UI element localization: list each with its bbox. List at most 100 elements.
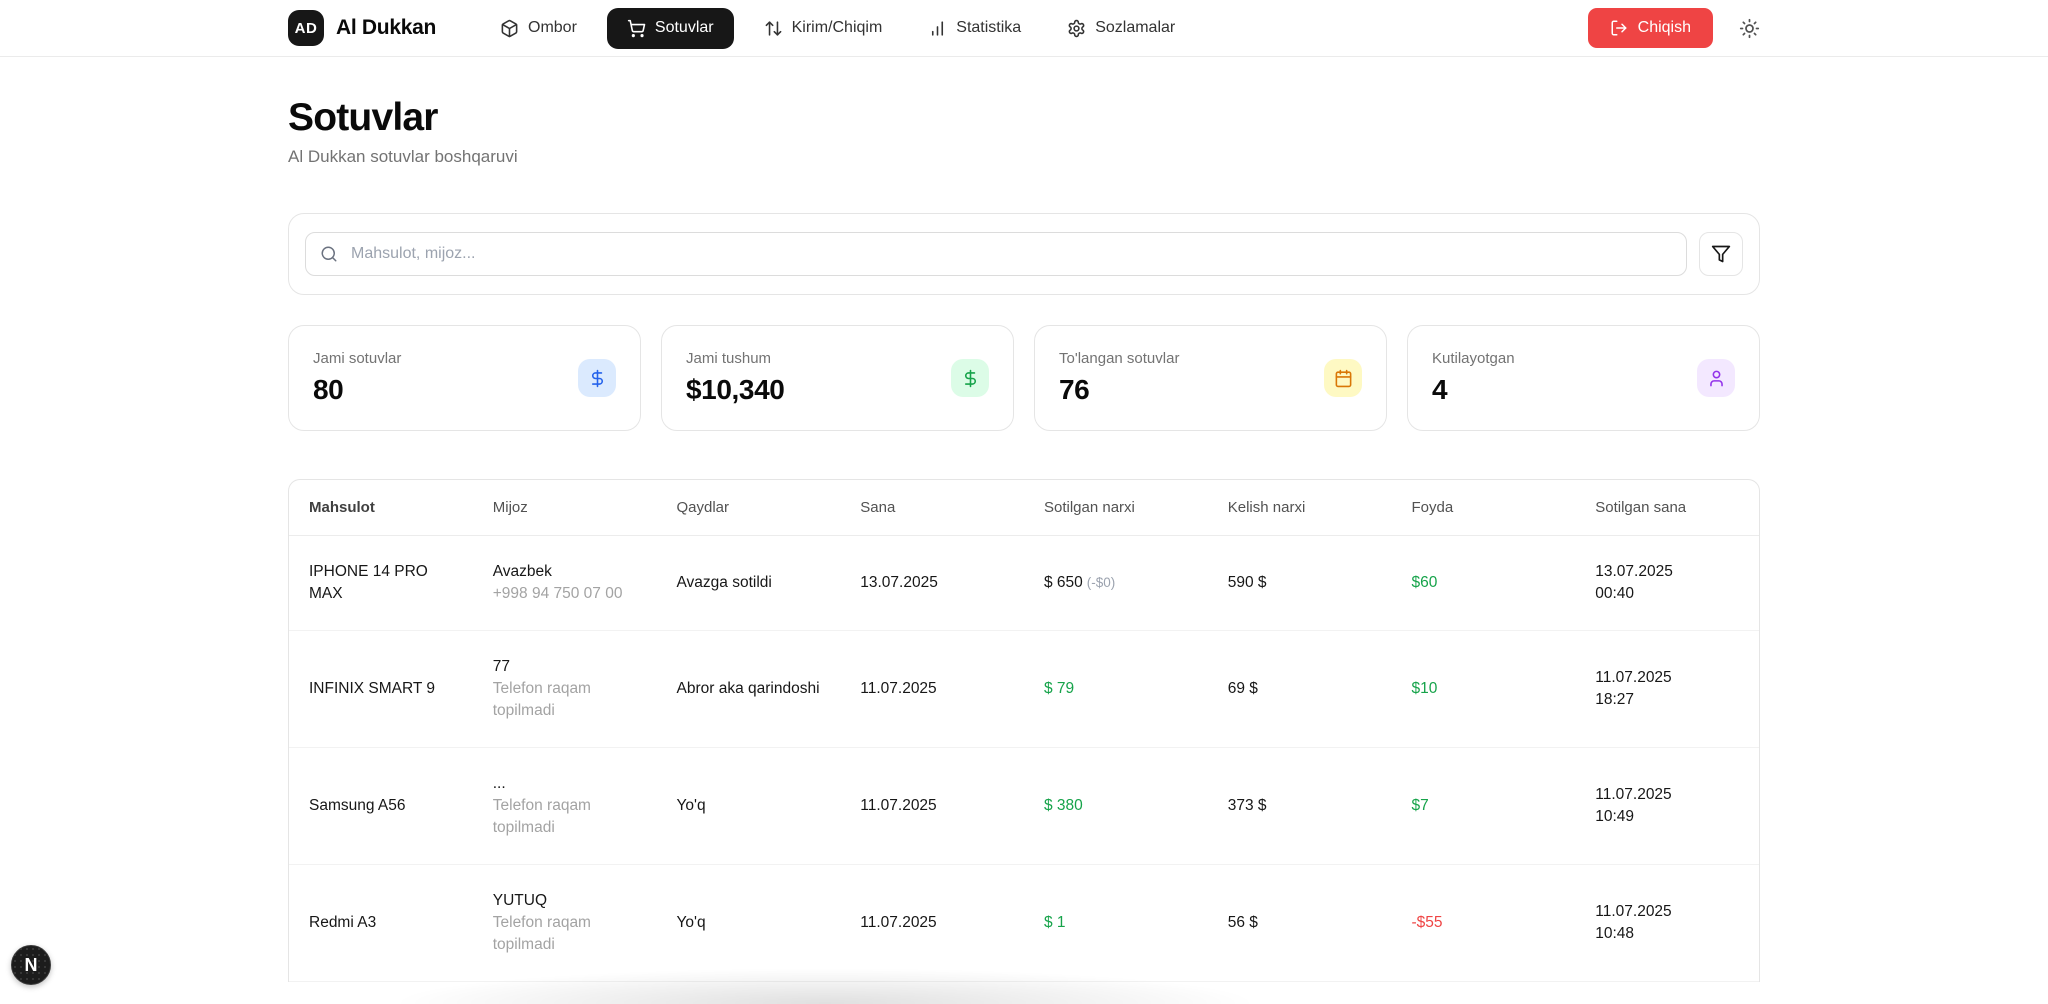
page-title: Sotuvlar [288,96,438,139]
filter-button[interactable] [1699,232,1743,276]
sold-price-cell: $ 79 [1024,630,1208,748]
notes-cell: Yo'q [656,747,841,865]
profit-cell: -$55 [1391,864,1576,982]
funnel-icon [1711,244,1731,264]
logout-button[interactable]: Chiqish [1587,8,1713,48]
customer-name: ... [492,775,506,792]
stat-value: $10,340 [686,374,785,405]
arrows-up-down-icon [764,19,783,38]
table-header-row: Mahsulot Mijoz Qaydlar Sana Sotilgan nar… [289,480,1759,536]
nav-item-sozlamalar[interactable]: Sozlamalar [1051,9,1191,48]
sold-date: 11.07.2025 [1595,669,1672,686]
product-cell: Redmi A3 [289,864,473,982]
sun-icon [1739,18,1760,39]
customer-cell: Avazbek +998 94 750 07 00 [472,535,657,631]
date-cell: 13.07.2025 [840,535,1024,631]
table-row[interactable]: IPHONE 14 PRO MAX Avazbek +998 94 750 07… [289,535,1759,631]
column-header-notes: Qaydlar [656,480,841,536]
top-nav: AD Al Dukkan Ombor Sotuvlar Kirim/Chiq [0,0,2048,57]
stat-value: 4 [1432,374,1448,405]
customer-phone: Telefon raqam topilmadi [492,914,591,953]
nav-item-sotuvlar[interactable]: Sotuvlar [606,7,734,49]
customer-cell: 77 Telefon raqam topilmadi [472,630,657,748]
stats-row: Jami sotuvlar 80 Jami tushum $10,340 To'… [288,325,1760,431]
brand[interactable]: AD Al Dukkan [288,10,436,46]
customer-phone: +998 94 750 07 00 [492,585,623,602]
sold-time: 10:48 [1595,925,1635,942]
stat-card-total-revenue: Jami tushum $10,340 [661,325,1014,431]
customer-cell: ... Telefon raqam topilmadi [472,747,657,865]
profit-cell: $60 [1391,535,1576,631]
cost-price-cell: 69 $ [1207,630,1392,748]
product-cell: INFINIX SMART 9 [289,630,473,748]
column-header-customer: Mijoz [472,480,657,536]
customer-cell: YUTUQ Telefon raqam topilmadi [472,864,657,982]
column-header-profit: Foyda [1391,480,1576,536]
product-cell: Samsung A56 [289,747,473,865]
cost-price-cell: 373 $ [1207,747,1392,865]
sold-price: $ 79 [1044,680,1075,697]
nav-item-label: Sotuvlar [654,19,714,36]
sales-table-card: Mahsulot Mijoz Qaydlar Sana Sotilgan nar… [288,479,1760,982]
sold-datetime-cell: 11.07.2025 18:27 [1575,630,1759,748]
search-card [288,213,1760,295]
nav-item-label: Statistika [956,19,1022,36]
nav-item-statistika[interactable]: Statistika [912,9,1037,48]
search-input[interactable] [305,232,1687,276]
date-cell: 11.07.2025 [840,630,1024,748]
calendar-icon [1324,359,1362,397]
nav-item-label: Ombor [528,19,577,36]
bar-chart-icon [928,19,947,38]
column-header-date: Sana [840,480,1024,536]
date-cell: 11.07.2025 [840,864,1024,982]
shopping-cart-icon [627,19,646,38]
sold-price-cell: $ 380 [1024,747,1208,865]
sales-table: Mahsulot Mijoz Qaydlar Sana Sotilgan nar… [289,480,1759,982]
sold-datetime-cell: 11.07.2025 10:48 [1575,864,1759,982]
brand-logo: AD [288,10,324,46]
column-header-product: Mahsulot [289,480,473,536]
column-header-cost-price: Kelish narxi [1207,480,1392,536]
sold-time: 18:27 [1595,691,1635,708]
customer-phone: Telefon raqam topilmadi [492,797,591,836]
page-subtitle: Al Dukkan sotuvlar boshqaruvi [288,147,518,166]
sold-datetime-cell: 11.07.2025 10:49 [1575,747,1759,865]
product-cell: IPHONE 14 PRO MAX [289,535,473,631]
stat-label: Jami tushum [686,350,772,367]
user-icon [1697,359,1735,397]
theme-toggle-button[interactable] [1739,18,1760,39]
notes-cell: Abror aka qarindoshi [656,630,841,748]
dev-tools-button[interactable]: N [11,945,51,985]
sold-price: $ 1 [1044,914,1066,931]
sold-price-note: (-$0) [1086,575,1116,590]
stat-label: To'langan sotuvlar [1059,350,1180,367]
logout-icon [1610,19,1628,37]
sold-date: 11.07.2025 [1595,903,1672,920]
table-row[interactable]: INFINIX SMART 9 77 Telefon raqam topilma… [289,630,1759,748]
sold-price: $ 380 [1044,797,1083,814]
sold-time: 00:40 [1595,585,1635,602]
date-cell: 11.07.2025 [840,747,1024,865]
nav-item-kirim-chiqim[interactable]: Kirim/Chiqim [748,9,899,48]
stat-card-total-sales: Jami sotuvlar 80 [288,325,641,431]
nav-item-ombor[interactable]: Ombor [484,9,593,48]
stat-card-pending: Kutilayotgan 4 [1407,325,1760,431]
cost-price-cell: 56 $ [1207,864,1392,982]
sold-price-cell: $ 650 (-$0) [1024,535,1208,631]
cost-price-cell: 590 $ [1207,535,1392,631]
customer-name: YUTUQ [492,892,547,909]
table-row[interactable]: Redmi A3 YUTUQ Telefon raqam topilmadi Y… [289,864,1759,982]
customer-name: Avazbek [492,563,552,580]
stat-value: 80 [313,374,344,405]
nav-item-label: Sozlamalar [1095,19,1176,36]
stat-card-paid-sales: To'langan sotuvlar 76 [1034,325,1387,431]
sold-date: 11.07.2025 [1595,786,1672,803]
sold-price-cell: $ 1 [1024,864,1208,982]
sold-datetime-cell: 13.07.2025 00:40 [1575,535,1759,631]
notes-cell: Avazga sotildi [656,535,841,631]
table-row[interactable]: Samsung A56 ... Telefon raqam topilmadi … [289,747,1759,865]
dollar-icon [578,359,616,397]
package-icon [500,19,519,38]
sold-time: 10:49 [1595,808,1635,825]
column-header-sold-date: Sotilgan sana [1575,480,1759,536]
